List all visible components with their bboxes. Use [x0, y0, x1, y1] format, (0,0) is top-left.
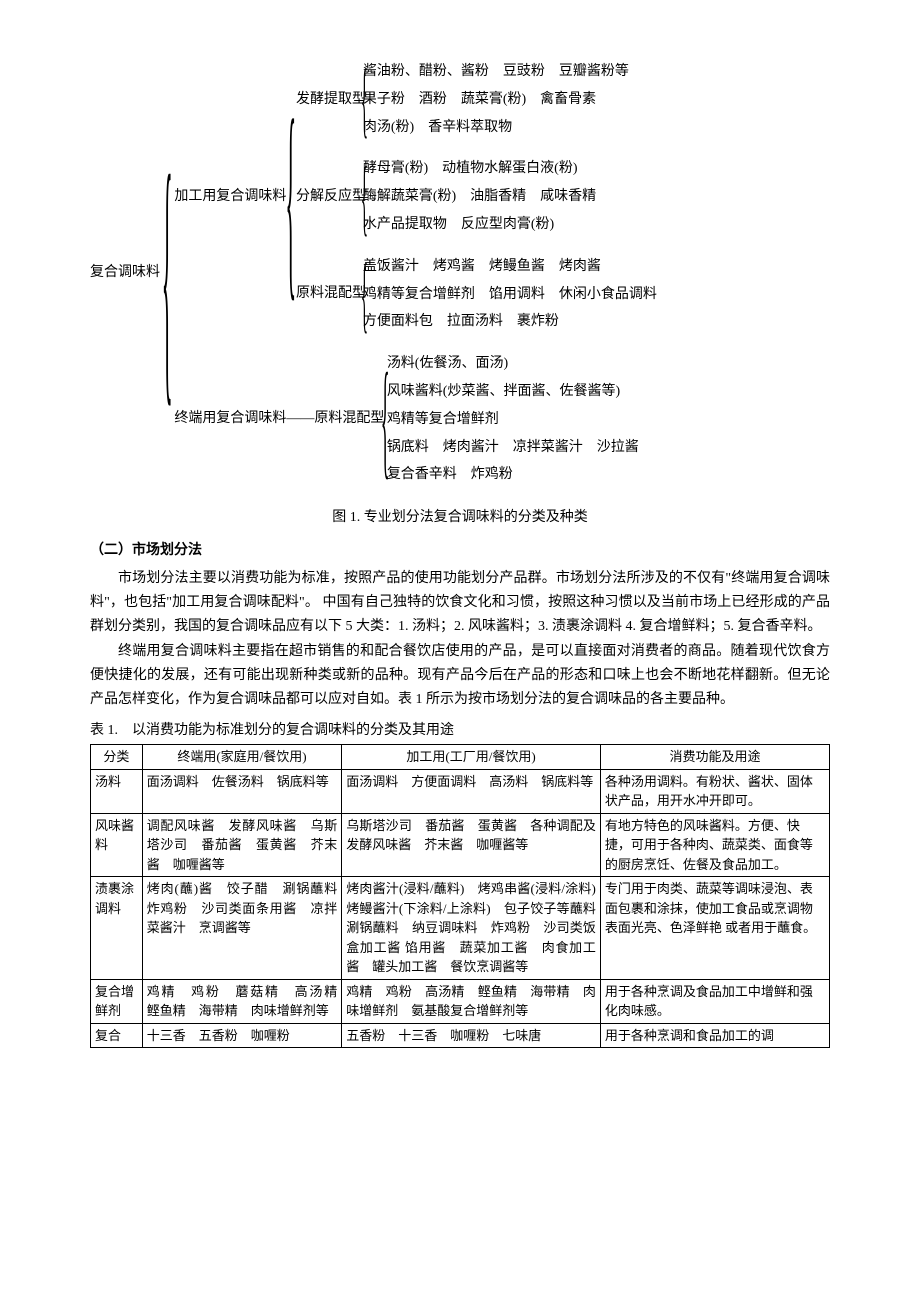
section-title: （二）市场划分法 [90, 540, 830, 562]
tree-item: 复合香辛料 炸鸡粉 [387, 463, 639, 487]
table-header-cell: 消费功能及用途 [600, 745, 829, 770]
brace-icon: { [381, 387, 390, 452]
tree-item: 锅底料 烤肉酱汁 凉拌菜酱汁 沙拉酱 [387, 436, 639, 460]
table-cell: 面汤调料 佐餐汤料 锅底料等 [142, 769, 342, 813]
table-row: 复合增鲜剂 鸡精 鸡粉 蘑菇精 高汤精 鲣鱼精 海带精 肉味增鲜剂等 鸡精 鸡粉… [91, 979, 830, 1023]
tree-item: 鸡精等复合增鲜剂 [387, 408, 639, 432]
tree-item: 鸡精等复合增鲜剂 馅用调料 休闲小食品调料 [363, 283, 657, 307]
table-cell: 复合 [91, 1023, 143, 1048]
table-header-cell: 分类 [91, 745, 143, 770]
table-header-cell: 终端用(家庭用/餐饮用) [142, 745, 342, 770]
brace-icon: { [361, 176, 368, 219]
classification-table: 分类 终端用(家庭用/餐饮用) 加工用(工厂用/餐饮用) 消费功能及用途 汤料 … [90, 744, 830, 1048]
table-cell: 烤肉酱汁(浸料/蘸料) 烤鸡串酱(浸料/涂料) 烤鳗酱汁(下涂料/上涂料) 包子… [342, 877, 601, 980]
table-row: 渍裹涂调料 烤肉(蘸)酱 饺子醋 涮锅蘸料 炸鸡粉 沙司类面条用酱 凉拌菜酱汁 … [91, 877, 830, 980]
classification-tree: 复合调味料 { 加工用复合调味料 { 发酵提取型 { 酱油粉、醋粉、酱粉 豆豉粉… [90, 60, 830, 487]
tree-item: 酵母膏(粉) 动植物水解蛋白液(粉) [363, 157, 596, 181]
table-cell: 乌斯塔沙司 番茄酱 蛋黄酱 各种调配及发酵风味酱 芥末酱 咖喱酱等 [342, 813, 601, 877]
table-cell: 鸡精 鸡粉 蘑菇精 高汤精 鲣鱼精 海带精 肉味增鲜剂等 [142, 979, 342, 1023]
tree-sub-label: 发酵提取型 [296, 89, 366, 111]
table-cell: 烤肉(蘸)酱 饺子醋 涮锅蘸料 炸鸡粉 沙司类面条用酱 凉拌菜酱汁 烹调酱等 [142, 877, 342, 980]
table-cell: 各种汤用调料。有粉状、酱状、固体状产品，用开水冲开即可。 [600, 769, 829, 813]
table-cell: 面汤调料 方便面调料 高汤料 锅底料等 [342, 769, 601, 813]
tree-branch1-label: 加工用复合调味料 [174, 186, 286, 208]
tree-sub-label: 原料混配型 [296, 283, 366, 305]
table-cell: 汤料 [91, 769, 143, 813]
tree-item: 酶解蔬菜膏(粉) 油脂香精 咸味香精 [363, 185, 596, 209]
table-cell: 调配风味酱 发酵风味酱 乌斯塔沙司 番茄酱 蛋黄酱 芥末酱 咖喱酱等 [142, 813, 342, 877]
tree-item: 果子粉 酒粉 蔬菜膏(粉) 禽畜骨素 [363, 88, 629, 112]
table-header-cell: 加工用(工厂用/餐饮用) [342, 745, 601, 770]
brace-icon: { [361, 78, 368, 121]
table-cell: 用于各种烹调及食品加工中增鲜和强化肉味感。 [600, 979, 829, 1023]
table-cell: 专门用于肉类、蔬菜等调味浸泡、表面包裹和涂抹，使加工食品或烹调物表面光亮、色泽鲜… [600, 877, 829, 980]
table-cell: 有地方特色的风味酱料。方便、快捷，可用于各种肉、蔬菜类、面食等的厨房烹饪、佐餐及… [600, 813, 829, 877]
tree-sub-label: 分解反应型 [296, 186, 366, 208]
table-caption: 表 1. 以消费功能为标准划分的复合调味料的分类及其用途 [90, 720, 830, 742]
brace-icon: { [361, 273, 368, 316]
table-row: 汤料 面汤调料 佐餐汤料 锅底料等 面汤调料 方便面调料 高汤料 锅底料等 各种… [91, 769, 830, 813]
tree-item: 盖饭酱汁 烤鸡酱 烤鳗鱼酱 烤肉酱 [363, 255, 657, 279]
tree-item: 汤料(佐餐汤、面汤) [387, 352, 639, 376]
table-cell: 复合增鲜剂 [91, 979, 143, 1023]
table-row: 风味酱料 调配风味酱 发酵风味酱 乌斯塔沙司 番茄酱 蛋黄酱 芥末酱 咖喱酱等 … [91, 813, 830, 877]
tree-root-label: 复合调味料 [90, 262, 160, 284]
brace-icon: { [162, 204, 173, 344]
brace-icon: { [286, 142, 297, 252]
tree-item: 水产品提取物 反应型肉膏(粉) [363, 213, 596, 237]
tree-item: 酱油粉、醋粉、酱粉 豆豉粉 豆瓣酱粉等 [363, 60, 629, 84]
table-cell: 用于各种烹调和食品加工的调 [600, 1023, 829, 1048]
table-cell: 鸡精 鸡粉 高汤精 鲣鱼精 海带精 肉味增鲜剂 氨基酸复合增鲜剂等 [342, 979, 601, 1023]
table-cell: 五香粉 十三香 咖喱粉 七味唐 [342, 1023, 601, 1048]
table-cell: 十三香 五香粉 咖喱粉 [142, 1023, 342, 1048]
body-paragraph: 终端用复合调味料主要指在超市销售的和配合餐饮店使用的产品，是可以直接面对消费者的… [90, 640, 830, 711]
tree-item: 方便面料包 拉面汤料 裹炸粉 [363, 310, 657, 334]
table-cell: 渍裹涂调料 [91, 877, 143, 980]
body-paragraph: 市场划分法主要以消费功能为标准，按照产品的使用功能划分产品群。市场划分法所涉及的… [90, 567, 830, 638]
table-header-row: 分类 终端用(家庭用/餐饮用) 加工用(工厂用/餐饮用) 消费功能及用途 [91, 745, 830, 770]
tree-item: 风味酱料(炒菜酱、拌面酱、佐餐酱等) [387, 380, 639, 404]
tree-item: 肉汤(粉) 香辛料萃取物 [363, 116, 629, 140]
figure-caption: 图 1. 专业划分法复合调味料的分类及种类 [90, 507, 830, 529]
table-row: 复合 十三香 五香粉 咖喱粉 五香粉 十三香 咖喱粉 七味唐 用于各种烹调和食品… [91, 1023, 830, 1048]
table-cell: 风味酱料 [91, 813, 143, 877]
tree-branch2-label: 终端用复合调味料——原料混配型 [174, 408, 384, 430]
